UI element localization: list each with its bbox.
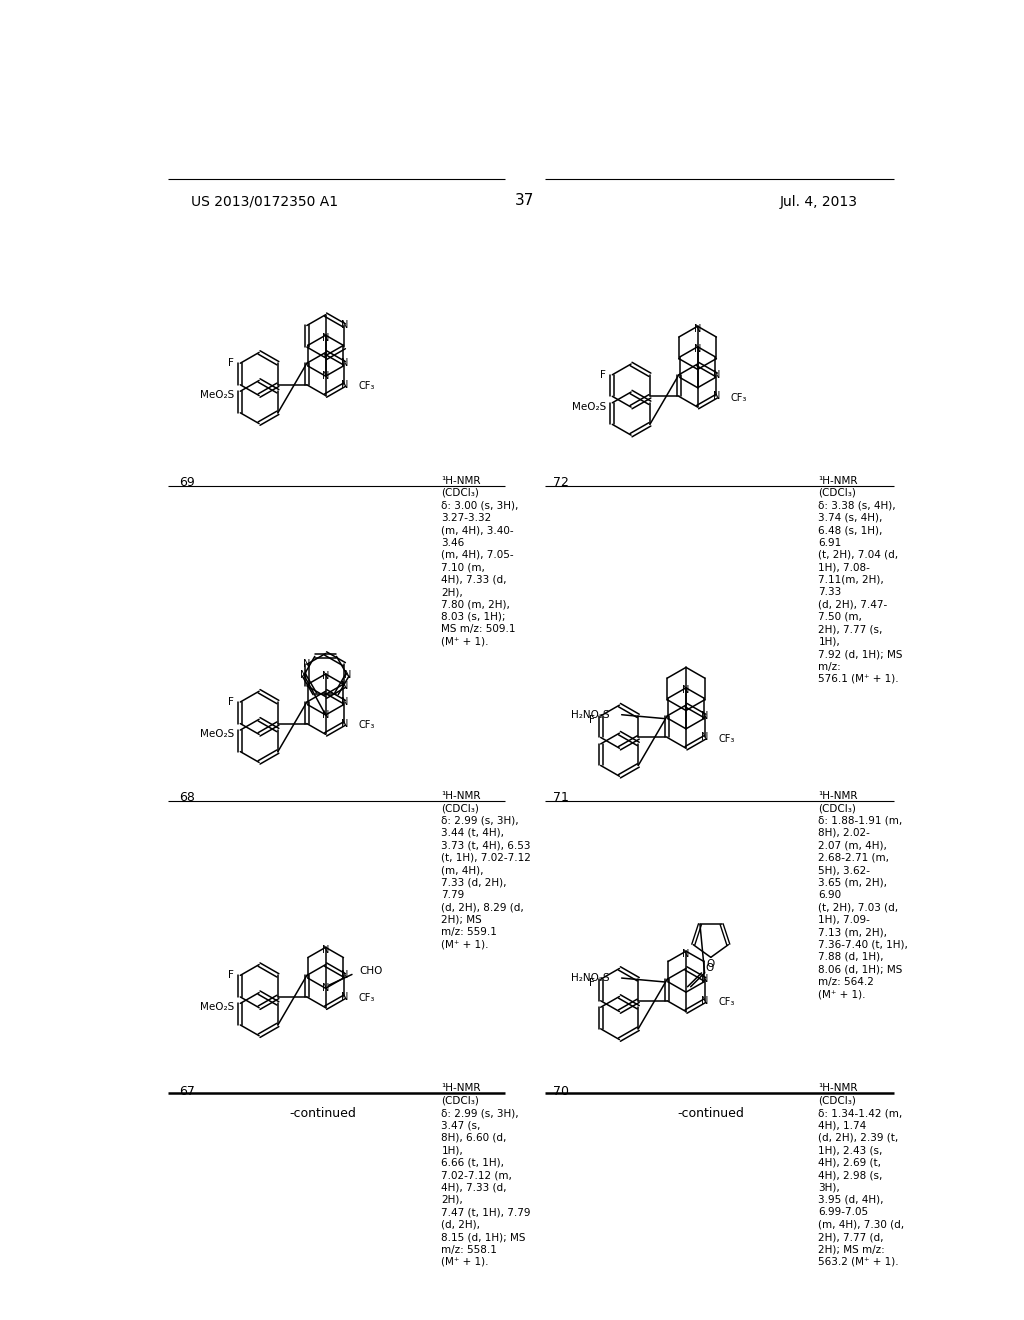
Text: F: F [228, 970, 234, 981]
Text: US 2013/0172350 A1: US 2013/0172350 A1 [191, 195, 339, 209]
Text: CF₃: CF₃ [719, 734, 735, 744]
Text: N: N [701, 733, 709, 742]
Text: N: N [322, 672, 330, 681]
Text: N: N [341, 380, 348, 389]
Text: MeO₂S: MeO₂S [200, 391, 234, 400]
Text: H₂NO₂S: H₂NO₂S [571, 710, 610, 719]
Text: N: N [341, 358, 348, 368]
Text: ¹H-NMR
(CDCl₃)
δ: 2.99 (s, 3H),
3.47 (s,
8H), 6.60 (d,
1H),
6.66 (t, 1H),
7.02-7: ¹H-NMR (CDCl₃) δ: 2.99 (s, 3H), 3.47 (s,… [441, 1084, 531, 1267]
Text: 68: 68 [179, 791, 196, 804]
Text: 37: 37 [515, 193, 535, 209]
Text: CF₃: CF₃ [730, 393, 746, 403]
Text: N: N [341, 718, 348, 729]
Text: ¹H-NMR
(CDCl₃)
δ: 3.00 (s, 3H),
3.27-3.32
(m, 4H), 3.40-
3.46
(m, 4H), 7.05-
7.1: ¹H-NMR (CDCl₃) δ: 3.00 (s, 3H), 3.27-3.3… [441, 475, 519, 647]
Text: F: F [600, 370, 606, 380]
Text: N: N [701, 711, 709, 721]
Text: N: N [322, 333, 330, 342]
Text: F: F [228, 358, 234, 368]
Text: CF₃: CF₃ [358, 381, 375, 391]
Text: ¹H-NMR
(CDCl₃)
δ: 2.99 (s, 3H),
3.44 (t, 4H),
3.73 (t, 4H), 6.53
(t, 1H), 7.02-7: ¹H-NMR (CDCl₃) δ: 2.99 (s, 3H), 3.44 (t,… [441, 791, 531, 949]
Text: N: N [682, 949, 690, 958]
Text: N: N [701, 974, 709, 985]
Text: O: O [706, 964, 714, 973]
Text: MeO₂S: MeO₂S [571, 401, 606, 412]
Text: 69: 69 [179, 475, 196, 488]
Text: F: F [589, 978, 595, 989]
Text: MeO₂S: MeO₂S [200, 1002, 234, 1012]
Text: ¹H-NMR
(CDCl₃)
δ: 1.34-1.42 (m,
4H), 1.74
(d, 2H), 2.39 (t,
1H), 2.43 (s,
4H), 2: ¹H-NMR (CDCl₃) δ: 1.34-1.42 (m, 4H), 1.7… [818, 1084, 904, 1267]
Text: Jul. 4, 2013: Jul. 4, 2013 [780, 195, 858, 209]
Text: N: N [300, 671, 307, 680]
Text: 72: 72 [553, 475, 568, 488]
Text: CF₃: CF₃ [358, 721, 375, 730]
Text: N: N [322, 710, 330, 719]
Text: N: N [341, 991, 348, 1002]
Text: 67: 67 [179, 1085, 196, 1098]
Text: N: N [322, 945, 330, 954]
Text: CF₃: CF₃ [719, 998, 735, 1007]
Text: CF₃: CF₃ [358, 994, 375, 1003]
Text: F: F [589, 714, 595, 725]
Text: N: N [344, 671, 351, 680]
Text: N: N [713, 391, 720, 401]
Text: MeO₂S: MeO₂S [200, 729, 234, 739]
Text: N: N [341, 321, 348, 330]
Text: ¹H-NMR
(CDCl₃)
δ: 1.88-1.91 (m,
8H), 2.02-
2.07 (m, 4H),
2.68-2.71 (m,
5H), 3.62: ¹H-NMR (CDCl₃) δ: 1.88-1.91 (m, 8H), 2.0… [818, 791, 908, 999]
Text: N: N [713, 370, 720, 380]
Text: N: N [694, 323, 701, 334]
Text: F: F [228, 697, 234, 708]
Text: 71: 71 [553, 791, 568, 804]
Text: N: N [694, 345, 701, 354]
Text: H₂NO₂S: H₂NO₂S [571, 973, 610, 983]
Text: N: N [682, 685, 690, 696]
Text: 70: 70 [553, 1085, 568, 1098]
Text: -continued: -continued [678, 1106, 744, 1119]
Text: CHO: CHO [359, 966, 382, 977]
Text: N: N [341, 681, 348, 690]
Text: N: N [701, 995, 709, 1006]
Text: N: N [322, 371, 330, 381]
Text: N: N [322, 983, 330, 994]
Text: N: N [341, 970, 348, 981]
Text: -continued: -continued [289, 1106, 356, 1119]
Text: ¹H-NMR
(CDCl₃)
δ: 3.38 (s, 4H),
3.74 (s, 4H),
6.48 (s, 1H),
6.91
(t, 2H), 7.04 (: ¹H-NMR (CDCl₃) δ: 3.38 (s, 4H), 3.74 (s,… [818, 475, 903, 684]
Text: O: O [707, 958, 715, 969]
Text: N: N [303, 659, 310, 669]
Text: N: N [341, 697, 348, 708]
